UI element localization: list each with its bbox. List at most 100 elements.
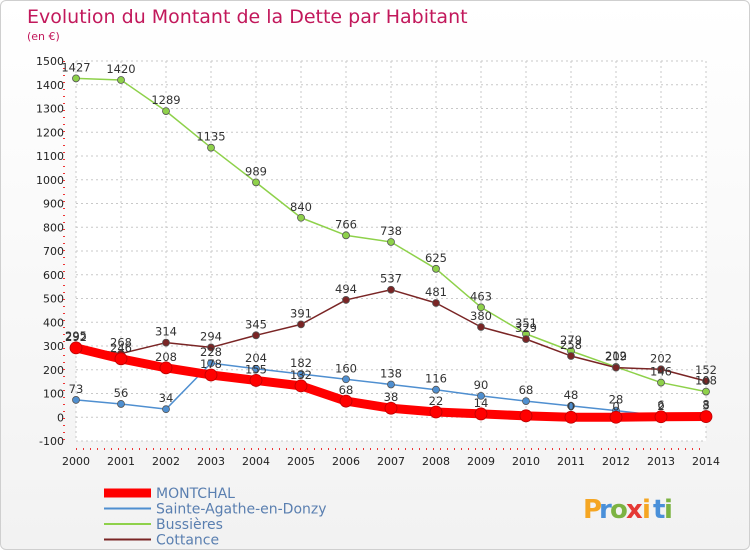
data-label: 738 xyxy=(380,224,402,238)
data-label: 48 xyxy=(564,388,579,402)
data-point xyxy=(297,213,305,222)
data-point xyxy=(114,352,128,366)
data-point xyxy=(564,410,578,424)
data-label: 160 xyxy=(335,361,357,375)
data-label: 1420 xyxy=(106,62,135,76)
legend-label: Sainte-Agathe-en-Donzy xyxy=(156,502,327,518)
data-point xyxy=(477,323,485,331)
y-tick-label: 400 xyxy=(43,316,64,329)
chart-title: Evolution du Montant de la Dette par Hab… xyxy=(27,6,468,28)
x-tick-label: 2013 xyxy=(647,455,675,468)
data-label: 840 xyxy=(290,200,312,214)
data-label: 90 xyxy=(474,378,489,392)
data-point xyxy=(159,361,173,375)
data-point xyxy=(342,375,350,384)
y-tick-label: 100 xyxy=(43,388,64,401)
data-label: 38 xyxy=(384,390,399,404)
data-point xyxy=(387,380,395,389)
data-point xyxy=(474,407,488,421)
y-tick-label: 1300 xyxy=(36,103,64,116)
y-tick-label: -100 xyxy=(39,435,64,448)
data-label: 68 xyxy=(519,383,534,397)
data-point xyxy=(204,368,218,382)
y-tick-label: 1200 xyxy=(36,126,64,139)
data-point xyxy=(342,296,350,304)
data-label: 8 xyxy=(702,397,709,411)
data-point xyxy=(207,343,215,352)
x-tick-label: 2010 xyxy=(512,455,540,468)
x-tick-label: 2005 xyxy=(287,455,315,468)
data-label: 208 xyxy=(155,350,177,364)
data-label: 116 xyxy=(425,372,447,386)
data-point xyxy=(162,107,170,116)
data-label: 212 xyxy=(605,349,627,363)
data-point xyxy=(654,410,668,424)
y-tick-label: 1400 xyxy=(36,79,64,92)
chart-subtitle: (en €) xyxy=(27,30,60,43)
data-label: 292 xyxy=(65,330,87,344)
x-tick-label: 2001 xyxy=(107,455,135,468)
x-tick-label: 2011 xyxy=(557,455,585,468)
data-label: 625 xyxy=(425,251,447,265)
data-label: 155 xyxy=(245,362,267,376)
data-label: 22 xyxy=(429,394,444,408)
data-label: 228 xyxy=(200,345,222,359)
x-tick-label: 2007 xyxy=(377,455,405,468)
data-point xyxy=(207,359,215,368)
data-label: 279 xyxy=(560,333,582,347)
series-lines xyxy=(69,74,713,424)
data-point xyxy=(567,401,575,410)
logo-letter: t xyxy=(653,495,665,525)
logo-letter: x xyxy=(626,495,643,525)
data-point xyxy=(432,385,440,394)
data-label: 182 xyxy=(290,356,312,370)
data-label: 68 xyxy=(339,383,354,397)
data-point xyxy=(609,410,623,424)
x-tick-label: 2009 xyxy=(467,455,495,468)
data-point xyxy=(384,401,398,415)
data-label: 3 xyxy=(702,399,709,413)
data-label: 537 xyxy=(380,272,402,286)
data-label: 314 xyxy=(155,325,177,339)
data-label: 380 xyxy=(470,309,492,323)
data-label: 391 xyxy=(290,306,312,320)
y-tick-label: 700 xyxy=(43,245,64,258)
data-point xyxy=(702,377,710,386)
data-label: 152 xyxy=(695,363,717,377)
data-label: 202 xyxy=(650,351,672,365)
x-tick-label: 2002 xyxy=(152,455,180,468)
data-label: 246 xyxy=(110,341,132,355)
data-point xyxy=(429,405,443,419)
y-tick-label: 0 xyxy=(57,411,64,424)
logo-letter: r xyxy=(599,495,612,525)
data-label: 178 xyxy=(200,357,222,371)
grid xyxy=(75,60,707,442)
data-label: 1135 xyxy=(196,130,225,144)
legend: MONTCHALSainte-Agathe-en-DonzyBussièresC… xyxy=(104,486,327,549)
data-point xyxy=(432,264,440,273)
data-label: 1289 xyxy=(151,93,180,107)
data-point xyxy=(699,410,713,423)
data-point xyxy=(69,341,83,355)
data-point xyxy=(522,335,530,344)
x-tick-label: 2004 xyxy=(242,455,270,468)
data-label: 494 xyxy=(335,282,357,296)
data-point xyxy=(657,365,665,374)
data-label: 0 xyxy=(612,399,619,413)
data-point xyxy=(117,400,125,408)
data-point xyxy=(297,320,305,329)
data-point xyxy=(162,405,170,414)
data-label: 766 xyxy=(335,217,357,231)
logo-letter: i xyxy=(664,495,673,525)
data-label: 108 xyxy=(695,374,717,388)
data-label: 1427 xyxy=(61,60,90,74)
data-point xyxy=(702,387,710,396)
x-tick-label: 2006 xyxy=(332,455,360,468)
data-label: 6 xyxy=(657,398,664,412)
data-label: 481 xyxy=(425,285,447,299)
data-label: 2 xyxy=(657,399,664,413)
data-point xyxy=(297,370,305,378)
